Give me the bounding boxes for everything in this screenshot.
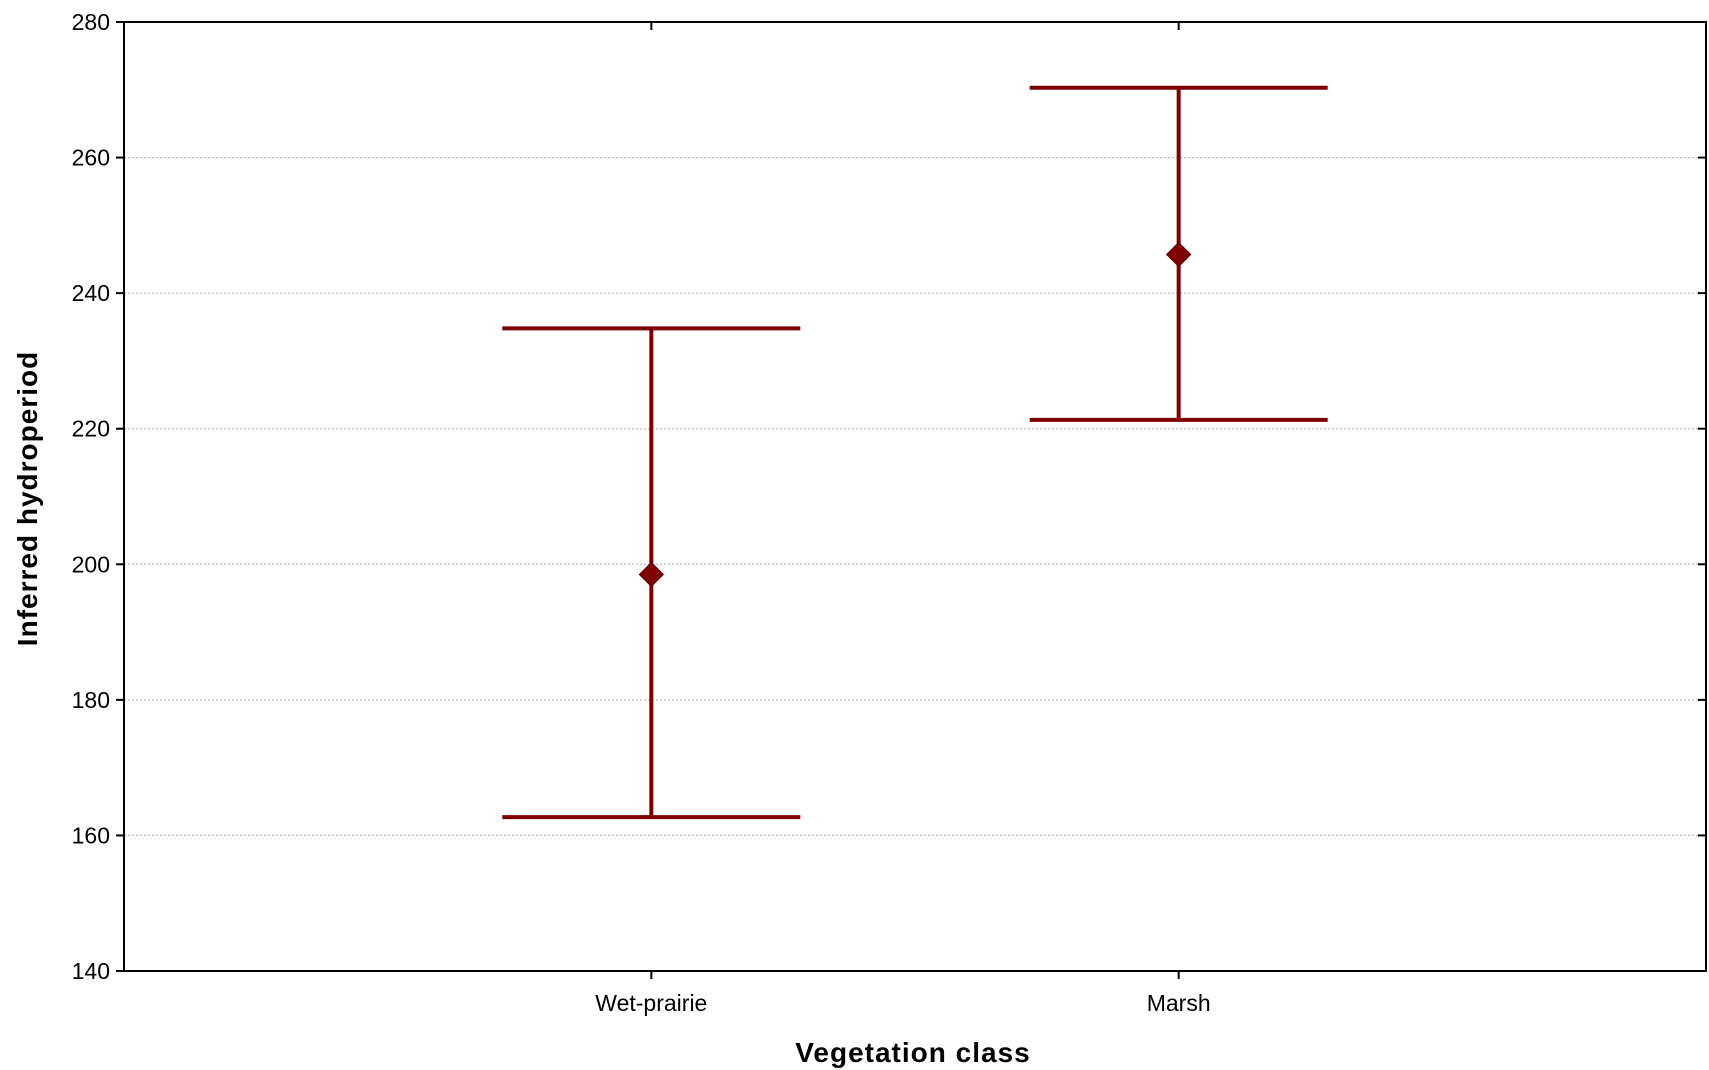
y-axis-title: Inferred hydroperiod [12, 351, 43, 646]
y-tick-label: 200 [72, 551, 110, 577]
y-tick-label: 180 [72, 687, 110, 713]
x-axis-title: Vegetation class [795, 1037, 1030, 1068]
y-tick-label: 220 [72, 416, 110, 442]
series-error-bars [502, 85, 1328, 820]
x-tick-label: Marsh [1147, 990, 1211, 1016]
y-tick-label: 160 [72, 822, 110, 848]
y-tick-label: 240 [72, 280, 110, 306]
y-tick-label: 280 [72, 9, 110, 35]
y-axis-ticks: 140 160 180 200 220 240 260 280 [72, 9, 1706, 984]
mean-marker [638, 561, 665, 588]
mean-marker [1165, 241, 1192, 268]
grid-lines [124, 157, 1706, 836]
y-tick-label: 260 [72, 145, 110, 171]
x-tick-label: Wet-prairie [595, 990, 707, 1016]
x-axis-ticks: Wet-prairie Marsh [595, 22, 1211, 1016]
axes [123, 21, 1707, 972]
plot-frame [123, 21, 1707, 972]
y-tick-label: 140 [72, 958, 110, 984]
